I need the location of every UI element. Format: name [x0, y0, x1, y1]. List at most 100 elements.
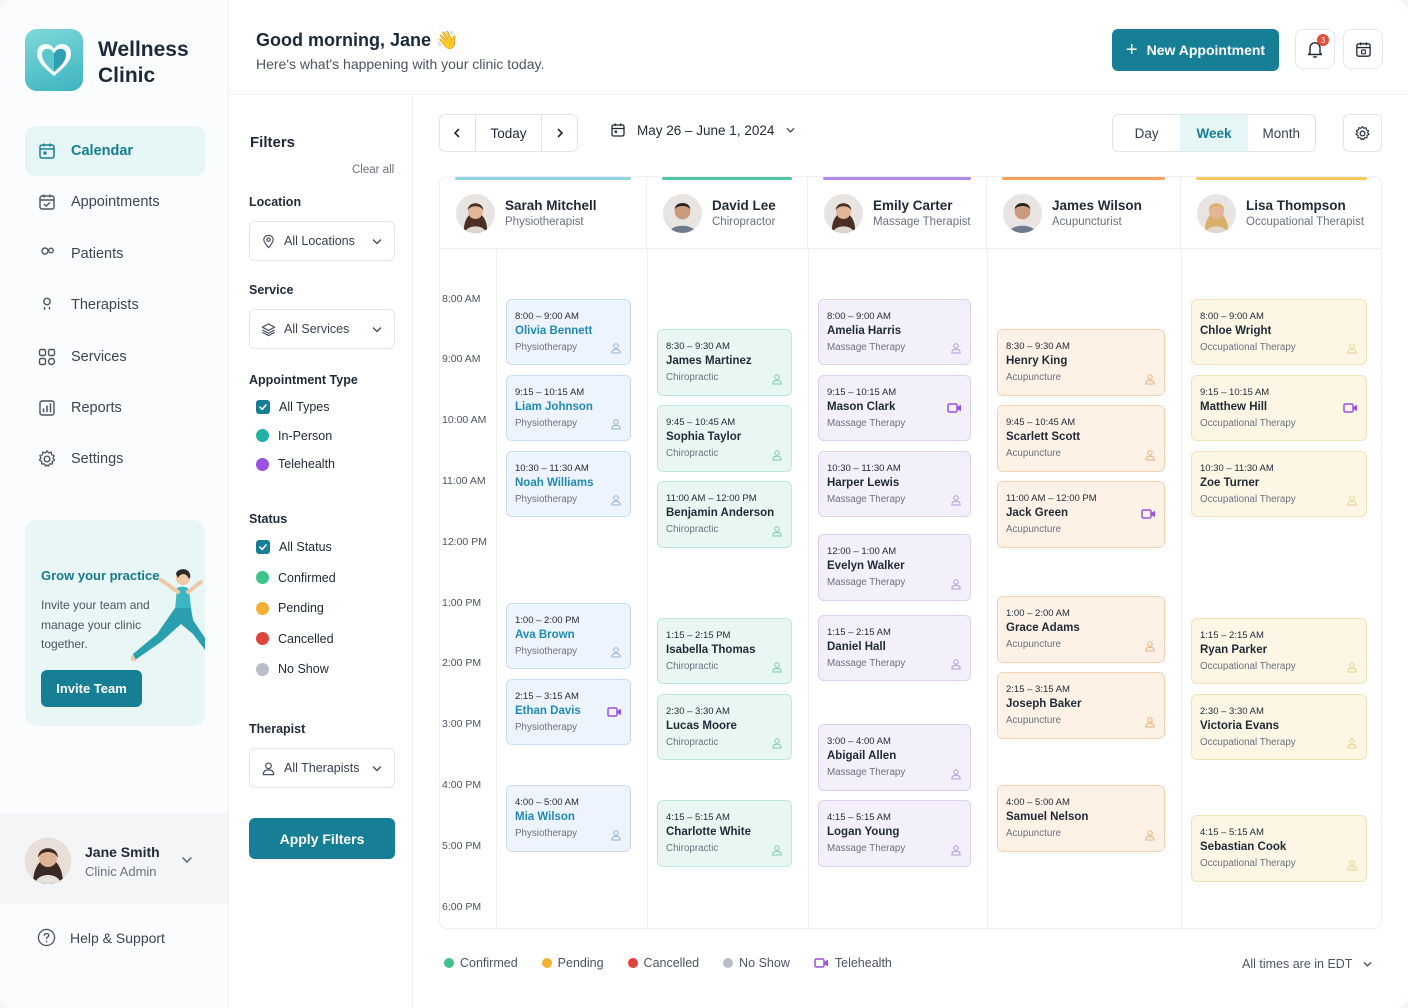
therapists-icon: [37, 295, 57, 315]
therapist-avatar: [824, 194, 863, 233]
therapist-role: Massage Therapist: [873, 216, 971, 228]
appointment-patient: Charlotte White: [666, 826, 751, 839]
column-divider: [1181, 249, 1182, 928]
help-icon: [37, 928, 56, 947]
nav-item-label: Patients: [71, 245, 124, 262]
therapist-select[interactable]: All Therapists: [249, 748, 395, 788]
appointment-service: Acupuncture: [1006, 639, 1062, 651]
appointment-card[interactable]: 9:15 – 10:15 AM Mason Clark Massage Therap…: [818, 374, 971, 442]
person-icon: [1346, 661, 1358, 673]
help-support-link[interactable]: Help & Support: [37, 928, 165, 947]
date-navigation: Today: [439, 114, 578, 152]
appointment-card[interactable]: 2:15 – 3:15 AM Joseph Baker Acupuncture: [997, 672, 1165, 740]
today-button[interactable]: Today: [474, 115, 543, 151]
appointment-card[interactable]: 8:00 – 9:00 AM Chloe Wright Occupational T…: [1191, 298, 1367, 366]
invite-team-button[interactable]: Invite Team: [41, 670, 142, 707]
appointment-card[interactable]: 2:15 – 3:15 AM Ethan Davis Physiotherapy: [506, 678, 631, 746]
view-week-button[interactable]: Week: [1180, 115, 1248, 151]
status-option-confirmed[interactable]: Confirmed: [256, 571, 336, 585]
checkbox-checked-icon[interactable]: [256, 400, 270, 414]
appointment-card[interactable]: 8:30 – 9:30 AM Henry King Acupuncture: [997, 328, 1165, 396]
appointment-card[interactable]: 8:00 – 9:00 AM Amelia Harris Massage Thera…: [818, 298, 971, 366]
therapist-header-david-lee[interactable]: David Lee Chiropractor: [647, 177, 808, 249]
appointment-card[interactable]: 11:00 AM – 12:00 PM Benjamin Anderson Chir…: [657, 480, 792, 548]
appointment-card[interactable]: 11:00 AM – 12:00 PM Jack Green Acupuncture: [997, 480, 1165, 548]
appointment-card[interactable]: 1:15 – 2:15 AM Daniel Hall Massage Therapy: [818, 614, 971, 682]
appointment-card[interactable]: 4:00 – 5:00 AM Samuel Nelson Acupuncture: [997, 784, 1165, 852]
checkbox-checked-icon[interactable]: [256, 540, 270, 554]
time-label: 1:00 PM: [442, 596, 482, 609]
therapist-name: James Wilson: [1052, 198, 1142, 213]
appointment-card[interactable]: 9:45 – 10:45 AM Sophia Taylor Chiropractic: [657, 404, 792, 472]
status-option-all-status[interactable]: All Status: [256, 540, 332, 554]
appointment-card[interactable]: 10:30 – 11:30 AM Harper Lewis Massage Ther…: [818, 450, 971, 518]
status-option-pending[interactable]: Pending: [256, 601, 324, 615]
view-day-button[interactable]: Day: [1134, 125, 1159, 141]
appointment-card[interactable]: 4:15 – 5:15 AM Charlotte White Chiropracti…: [657, 800, 792, 867]
nav-item-settings[interactable]: Settings: [25, 434, 205, 484]
timezone-selector[interactable]: All times are in EDT: [1242, 957, 1373, 971]
appointment-card[interactable]: 1:00 – 2:00 AM Grace Adams Acupuncture: [997, 596, 1165, 664]
therapist-header-emily-carter[interactable]: Emily Carter Massage Therapist: [808, 177, 987, 249]
user-profile[interactable]: Jane Smith Clinic Admin: [0, 814, 228, 904]
therapist-header-james-wilson[interactable]: James Wilson Acupuncturist: [987, 177, 1181, 249]
appointment-card[interactable]: 10:30 – 11:30 AM Zoe Turner Occupational T…: [1191, 450, 1367, 518]
location-select[interactable]: All Locations: [249, 221, 395, 261]
appointment-card[interactable]: 2:30 – 3:30 AM Victoria Evans Occupational…: [1191, 693, 1367, 761]
therapist-accent-bar: [1002, 177, 1165, 180]
appointment-card[interactable]: 12:00 – 1:00 AM Evelyn Walker Massage Ther…: [818, 534, 971, 601]
type-option-all-types[interactable]: All Types: [256, 400, 330, 414]
column-divider: [647, 249, 648, 928]
view-month-button[interactable]: Month: [1262, 125, 1301, 141]
therapist-header-sarah-mitchell[interactable]: Sarah Mitchell Physiotherapist: [440, 177, 647, 249]
service-select[interactable]: All Services: [249, 309, 395, 349]
nav-item-appointments[interactable]: Appointments: [25, 177, 205, 227]
user-role: Clinic Admin: [85, 864, 157, 879]
therapist-header-lisa-thompson[interactable]: Lisa Thompson Occupational Therapist: [1181, 177, 1381, 249]
appointment-card[interactable]: 9:15 – 10:15 AM Matthew Hill Occupational …: [1191, 374, 1367, 442]
chevron-down-icon[interactable]: [180, 853, 194, 867]
date-range-picker[interactable]: May 26 – June 1, 2024: [610, 122, 796, 138]
appointment-card[interactable]: 4:00 – 5:00 AM Mia Wilson Physiotherapy: [506, 784, 631, 852]
appointment-service: Massage Therapy: [827, 843, 906, 855]
appointment-patient: Henry King: [1006, 354, 1068, 367]
appointment-card[interactable]: 1:00 – 2:00 PM Ava Brown Physiotherapy: [506, 602, 631, 670]
appointment-card[interactable]: 9:45 – 10:45 AM Scarlett Scott Acupuncture: [997, 404, 1165, 472]
appointment-time: 8:00 – 9:00 AM: [515, 310, 579, 322]
appointment-card[interactable]: 10:30 – 11:30 AM Noah Williams Physiothera…: [506, 450, 631, 518]
calendar-settings-button[interactable]: [1343, 114, 1382, 152]
appointment-time: 2:30 – 3:30 AM: [666, 705, 730, 717]
status-option-cancelled[interactable]: Cancelled: [256, 632, 334, 646]
appointment-card[interactable]: 9:15 – 10:15 AM Liam Johnson Physiotherapy: [506, 374, 631, 442]
nav-item-therapists[interactable]: Therapists: [25, 280, 205, 330]
appointment-card[interactable]: 3:00 – 4:00 AM Abigail Allen Massage Thera…: [818, 724, 971, 791]
appointment-card[interactable]: 8:00 – 9:00 AM Olivia Bennett Physiotherap…: [506, 298, 631, 366]
next-week-button[interactable]: [542, 115, 577, 151]
nav-item-calendar[interactable]: Calendar: [25, 126, 205, 176]
clear-all-link[interactable]: Clear all: [352, 164, 395, 176]
appointment-card[interactable]: 1:15 – 2:15 PM Isabella Thomas Chiropracti…: [657, 617, 792, 685]
legend-telehealth: Telehealth: [814, 956, 892, 970]
new-appointment-button[interactable]: + New Appointment: [1112, 29, 1279, 71]
person-icon: [950, 578, 962, 590]
color-dot: [256, 632, 269, 646]
appointment-card[interactable]: 4:15 – 5:15 AM Logan Young Massage Therapy: [818, 800, 971, 867]
heart-logo-icon: [25, 29, 83, 91]
calendar-view-button[interactable]: [1343, 29, 1383, 69]
previous-week-button[interactable]: [440, 115, 475, 151]
type-option-in-person[interactable]: In-Person: [256, 429, 332, 443]
nav-item-services[interactable]: Services: [25, 332, 205, 382]
appointment-card[interactable]: 2:30 – 3:30 AM Lucas Moore Chiropractic: [657, 693, 792, 761]
status-option-no-show[interactable]: No Show: [256, 662, 329, 676]
nav-item-patients[interactable]: Patients: [25, 229, 205, 279]
appointment-patient: Daniel Hall: [827, 640, 886, 653]
appointment-card[interactable]: 1:15 – 2:15 AM Ryan Parker Occupational Th…: [1191, 617, 1367, 685]
nav-item-reports[interactable]: Reports: [25, 383, 205, 433]
appointment-patient: Benjamin Anderson: [666, 506, 775, 519]
type-option-telehealth[interactable]: Telehealth: [256, 457, 335, 471]
apply-filters-button[interactable]: Apply Filters: [249, 818, 395, 859]
appointment-card[interactable]: 8:30 – 9:30 AM James Martinez Chiropractic: [657, 328, 792, 396]
notifications-button[interactable]: 3: [1295, 29, 1335, 69]
therapist-name: David Lee: [712, 198, 776, 213]
appointment-card[interactable]: 4:15 – 5:15 AM Sebastian Cook Occupational…: [1191, 815, 1367, 883]
